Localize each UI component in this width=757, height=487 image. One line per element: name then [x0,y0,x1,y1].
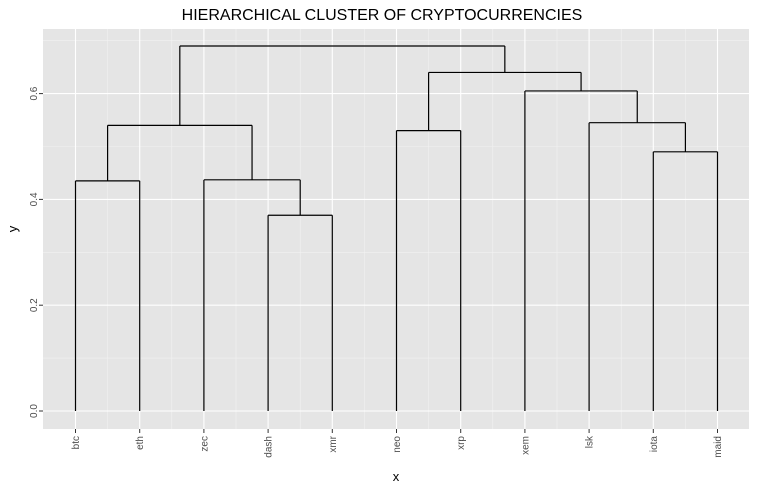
x-tick-label-btc: btc [71,436,82,449]
x-tick-label-neo: neo [392,436,403,453]
y-tick-label: 0.0 [29,404,40,418]
x-axis-title: x [393,469,400,484]
y-axis-title: y [5,225,20,232]
x-tick-label-iota: iota [649,436,660,453]
dendrogram-branches [74,45,719,411]
chart-title: HIERARCHICAL CLUSTER OF CRYPTOCURRENCIES [182,7,583,24]
x-tick-label-zec: zec [199,436,210,452]
y-axis-ticks: 0.0 0.2 0.4 0.6 [29,86,43,418]
x-tick-label-xrp: xrp [456,436,467,450]
x-tick-label-maid: maid [713,436,724,458]
x-axis-ticks: btc eth zec dash xmr neo xrp xem lsk iota maid [71,429,724,458]
x-tick-label-lsk: lsk [585,435,596,448]
x-tick-label-dash: dash [264,436,275,458]
x-tick-label-xmr: xmr [328,435,339,452]
minor-gridlines [43,29,749,429]
y-tick-label: 0.2 [29,298,40,312]
y-tick-label: 0.4 [29,192,40,206]
y-tick-label: 0.6 [29,86,40,100]
x-tick-label-xem: xem [520,436,531,455]
x-tick-label-eth: eth [135,436,146,450]
